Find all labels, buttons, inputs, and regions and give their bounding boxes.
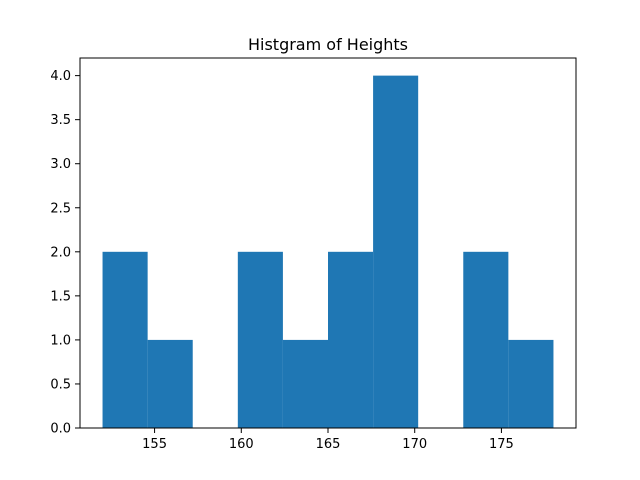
y-tick-label: 1.0 — [50, 333, 71, 348]
histogram-bar — [373, 75, 419, 428]
plot-area-frame — [79, 57, 577, 429]
histogram-bar — [508, 339, 554, 428]
histogram-bar — [147, 339, 193, 428]
histogram-bar — [282, 339, 328, 428]
bars-group — [102, 75, 554, 428]
histogram-bar — [328, 251, 374, 428]
y-tick-label: 0.0 — [50, 422, 71, 437]
histogram-bar — [102, 251, 148, 428]
y-tick-label: 1.5 — [50, 289, 71, 304]
histogram-bar — [463, 251, 509, 428]
x-tick-label: 160 — [229, 437, 254, 452]
histogram-bar — [237, 251, 283, 428]
x-tick-label: 155 — [142, 437, 167, 452]
y-tick-label: 3.0 — [50, 157, 71, 172]
x-tick-label: 170 — [402, 437, 427, 452]
x-axis: 155 160 165 170 175 — [142, 428, 514, 452]
x-tick-label: 175 — [489, 437, 514, 452]
y-tick-label: 4.0 — [50, 69, 71, 84]
y-tick-label: 0.5 — [50, 377, 71, 392]
y-tick-label: 2.0 — [50, 245, 71, 260]
y-axis: 0.0 0.5 1.0 1.5 2.0 2.5 3.0 3.5 4.0 — [50, 69, 80, 437]
y-tick-label: 2.5 — [50, 201, 71, 216]
y-tick-label: 3.5 — [50, 113, 71, 128]
x-tick-label: 165 — [316, 437, 341, 452]
chart-title: Histgram of Heights — [248, 35, 408, 54]
